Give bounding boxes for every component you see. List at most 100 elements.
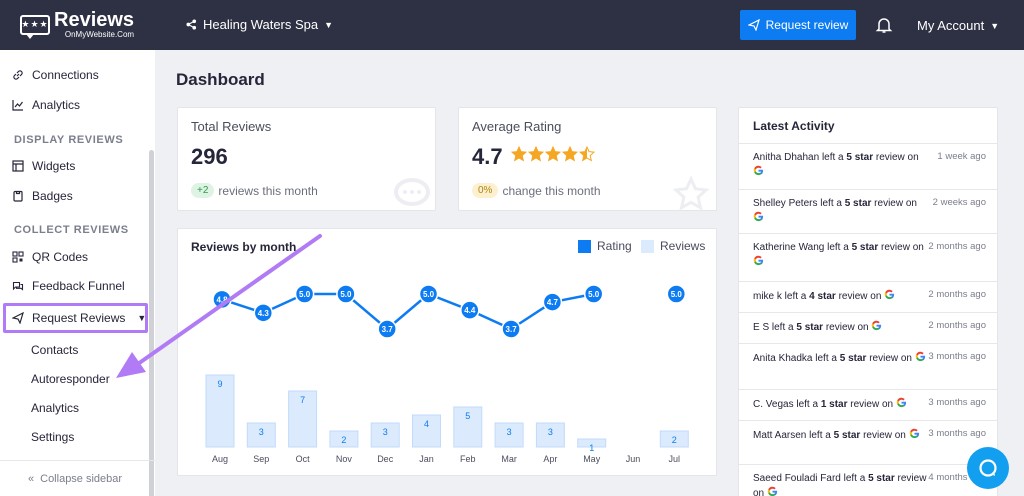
reviews-bar [370, 422, 400, 448]
rating-point [501, 319, 521, 339]
logo[interactable]: ★★★ Reviews OnMyWebsite.Com [20, 10, 134, 39]
reviews-bar [453, 406, 483, 448]
paper-plane-icon [747, 19, 760, 31]
bar-value-label: 4 [424, 419, 429, 429]
legend-rating[interactable]: Rating [578, 239, 632, 253]
x-tick-label: Apr [543, 454, 557, 464]
bar-value-label: 3 [507, 427, 512, 437]
sidebar-item-label: Connections [32, 68, 99, 82]
sidebar-item-widgets[interactable]: Widgets [12, 159, 75, 173]
legend-label: Reviews [660, 239, 706, 253]
chevron-down-icon: ▼ [990, 20, 1000, 31]
reviews-bar [329, 430, 359, 448]
reviews-bar [659, 430, 689, 448]
rating-point [336, 284, 356, 304]
request-review-button[interactable]: Request review [740, 10, 856, 40]
x-tick-label: Sep [253, 454, 269, 464]
activity-star-count: 4 star [809, 291, 836, 302]
sidebar-subitem-settings[interactable]: Settings [31, 430, 75, 444]
activity-time: 1 week ago [937, 151, 986, 162]
google-icon [753, 165, 764, 176]
sidebar-item-label: Request Reviews [32, 311, 126, 325]
logo-badge-icon: ★★★ [20, 14, 50, 39]
x-tick-label: Jul [669, 454, 681, 464]
link-icon [13, 70, 23, 80]
activity-item[interactable]: C. Vegas left a 1 star review on 3 month… [739, 389, 998, 420]
sidebar-subitem-analytics[interactable]: Analytics [31, 401, 80, 415]
activity-prefix: Shelley Peters left a [753, 198, 845, 209]
bar-value-label: 1 [589, 443, 594, 453]
activity-text: Saeed Fouladi Fard left a 5 star review … [753, 472, 928, 496]
activity-item[interactable]: Anitha Dhahan left a 5 star review on 1 … [739, 143, 998, 189]
account-menu[interactable]: My Account ▼ [917, 18, 999, 33]
star-icon [579, 146, 595, 162]
business-name: Healing Waters Spa [203, 17, 319, 32]
reviews-bar [494, 422, 524, 448]
x-tick-label: Mar [501, 454, 517, 464]
sidebar-item-feedback-funnel[interactable]: Feedback Funnel [12, 279, 125, 293]
activity-item[interactable]: mike k left a 4 star review on 2 months … [739, 281, 998, 312]
sidebar-item-analytics[interactable]: Analytics [12, 98, 80, 112]
activity-prefix: Katherine Wang left a [753, 242, 852, 253]
activity-item[interactable]: Matt Aarsen left a 5 star review on 3 mo… [739, 420, 998, 464]
reviews-by-month-card: Reviews by month Rating Reviews 9 Aug 3 Sep… [177, 228, 717, 476]
bell-icon[interactable] [875, 16, 893, 34]
x-tick-label: Aug [212, 454, 228, 464]
reviews-chart: 9 Aug 3 Sep 7 Oct 2 Nov 3 Dec 4 Jan 5 Feb 3 Mar 3 Apr 1May… [205, 284, 689, 464]
total-reviews-value: 296 [191, 144, 228, 169]
activity-item[interactable]: Saeed Fouladi Fard left a 5 star review … [739, 464, 998, 496]
activity-text: Matt Aarsen left a 5 star review on [753, 428, 928, 443]
star-icon [528, 146, 544, 162]
legend-swatch [578, 239, 591, 253]
activity-star-count: 5 star [796, 322, 824, 333]
rating-value-label: 3.7 [506, 325, 518, 334]
sidebar-subitem-contacts[interactable]: Contacts [31, 343, 79, 357]
rating-point [377, 319, 397, 339]
activity-star-count: 5 star [839, 353, 867, 364]
activity-title: Latest Activity [753, 119, 835, 133]
activity-prefix: mike k left a [753, 291, 810, 302]
business-selector[interactable]: Healing Waters Spa ▼ [186, 17, 333, 32]
highlight-box [3, 303, 148, 333]
activity-text: Katherine Wang left a 5 star review on [753, 241, 928, 270]
sidebar-item-label: Analytics [32, 98, 81, 112]
activity-suffix: review on [823, 322, 869, 333]
chat-icon [979, 459, 997, 477]
activity-item[interactable]: Katherine Wang left a 5 star review on 2… [739, 233, 998, 281]
latest-activity-card: Latest Activity Anitha Dhahan left a 5 s… [738, 107, 998, 496]
help-chat-button[interactable] [967, 447, 1009, 489]
activity-star-count: 5 star [851, 242, 879, 253]
legend-label: Rating [597, 239, 632, 253]
qr-code-icon [12, 251, 24, 263]
widgets-icon [12, 160, 24, 172]
collapse-sidebar-button[interactable]: « Collapse sidebar [28, 473, 122, 485]
activity-item[interactable]: Shelley Peters left a 5 star review on 2… [739, 189, 998, 233]
sidebar-item-label: QR Codes [32, 250, 89, 264]
sidebar-scrollbar[interactable] [149, 150, 154, 496]
sidebar-item-qr-codes[interactable]: QR Codes [12, 250, 88, 264]
google-icon [753, 211, 764, 222]
page-title: Dashboard [176, 70, 265, 89]
change-badge: +2 [191, 183, 215, 198]
sidebar-subitem-autoresponder[interactable]: Autoresponder [31, 372, 110, 386]
activity-suffix: review on [873, 152, 919, 163]
rating-value-label: 4.7 [547, 298, 559, 307]
sidebar-item-badges[interactable]: Badges [12, 189, 73, 203]
sidebar-item-connections[interactable]: Connections [12, 68, 99, 82]
rating-value-label: 3.7 [382, 325, 394, 334]
activity-time: 3 months ago [928, 351, 986, 362]
google-icon [915, 351, 925, 362]
activity-item[interactable]: Anita Khadka left a 5 star review on 3 m… [739, 343, 998, 389]
section-heading-display: DISPLAY REVIEWS [14, 134, 124, 146]
activity-prefix: Anitha Dhahan left a [753, 152, 847, 163]
sidebar-item-label: Widgets [32, 159, 76, 173]
activity-star-count: 5 star [846, 152, 874, 163]
legend-reviews[interactable]: Reviews [641, 239, 705, 253]
activity-item[interactable]: E S left a 5 star review on 2 months ago [739, 312, 998, 343]
google-icon [872, 320, 882, 331]
bar-value-label: 5 [465, 411, 470, 421]
chat-icon [12, 281, 24, 291]
change-note: reviews this month [218, 183, 318, 198]
sidebar: Connections Analytics DISPLAY REVIEWS Wi… [0, 50, 155, 496]
bar-value-label: 7 [300, 395, 305, 405]
